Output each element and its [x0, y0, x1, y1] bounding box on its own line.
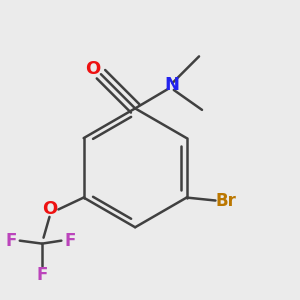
- Text: N: N: [165, 76, 180, 94]
- Text: F: F: [36, 266, 48, 284]
- Text: F: F: [64, 232, 76, 250]
- Text: F: F: [5, 232, 16, 250]
- Text: O: O: [42, 200, 57, 218]
- Text: Br: Br: [216, 191, 237, 209]
- Text: O: O: [85, 60, 100, 78]
